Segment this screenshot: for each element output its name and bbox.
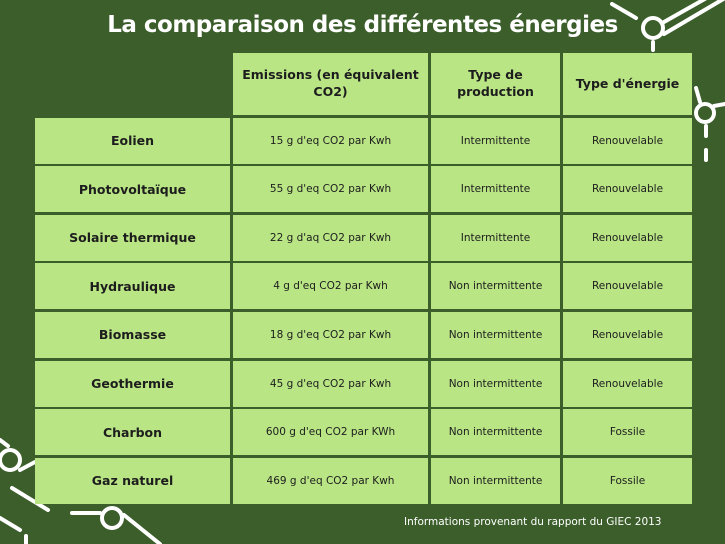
row-energy-name: Hydraulique	[35, 263, 230, 310]
row-energy-name: Solaire thermique	[35, 214, 230, 261]
cell-production: Non intermittente	[431, 409, 560, 456]
cell-production: Non intermittente	[431, 360, 560, 407]
cell-energy-type: Renouvelable	[563, 214, 692, 261]
column-header-energy-type: Type d'énergie	[563, 53, 692, 115]
cell-production: Non intermittente	[431, 457, 560, 504]
source-footnote: Informations provenant du rapport du GIE…	[404, 516, 662, 528]
row-energy-name: Eolien	[35, 117, 230, 164]
cell-energy-type: Fossile	[563, 457, 692, 504]
cell-energy-type: Renouvelable	[563, 360, 692, 407]
column-header-production: Type de production	[431, 53, 560, 115]
cell-production: Intermittente	[431, 166, 560, 213]
cell-energy-type: Renouvelable	[563, 311, 692, 358]
column-header-emissions: Emissions (en équivalent CO2)	[233, 53, 428, 115]
cell-emissions: 18 g d'eq CO2 par Kwh	[233, 311, 428, 358]
energy-comparison-table: Emissions (en équivalent CO2) Type de pr…	[35, 53, 692, 504]
cell-emissions: 15 g d'eq CO2 par Kwh	[233, 117, 428, 164]
cell-energy-type: Fossile	[563, 409, 692, 456]
cell-production: Intermittente	[431, 214, 560, 261]
cell-emissions: 600 g d'eq CO2 par KWh	[233, 409, 428, 456]
cell-energy-type: Renouvelable	[563, 263, 692, 310]
cell-emissions: 4 g d'eq CO2 par Kwh	[233, 263, 428, 310]
cell-emissions: 55 g d'eq CO2 par Kwh	[233, 166, 428, 213]
cell-emissions: 22 g d'aq CO2 par Kwh	[233, 214, 428, 261]
cell-production: Non intermittente	[431, 311, 560, 358]
row-energy-name: Geothermie	[35, 360, 230, 407]
row-energy-name: Gaz naturel	[35, 457, 230, 504]
cell-energy-type: Renouvelable	[563, 117, 692, 164]
row-energy-name: Photovoltaïque	[35, 166, 230, 213]
table-corner	[35, 53, 230, 115]
cell-emissions: 45 g d'eq CO2 par Kwh	[233, 360, 428, 407]
page-title: La comparaison des différentes énergies	[107, 12, 618, 38]
row-energy-name: Charbon	[35, 409, 230, 456]
cell-energy-type: Renouvelable	[563, 166, 692, 213]
cell-emissions: 469 g d'eq CO2 par Kwh	[233, 457, 428, 504]
cell-production: Intermittente	[431, 117, 560, 164]
cell-production: Non intermittente	[431, 263, 560, 310]
row-energy-name: Biomasse	[35, 311, 230, 358]
